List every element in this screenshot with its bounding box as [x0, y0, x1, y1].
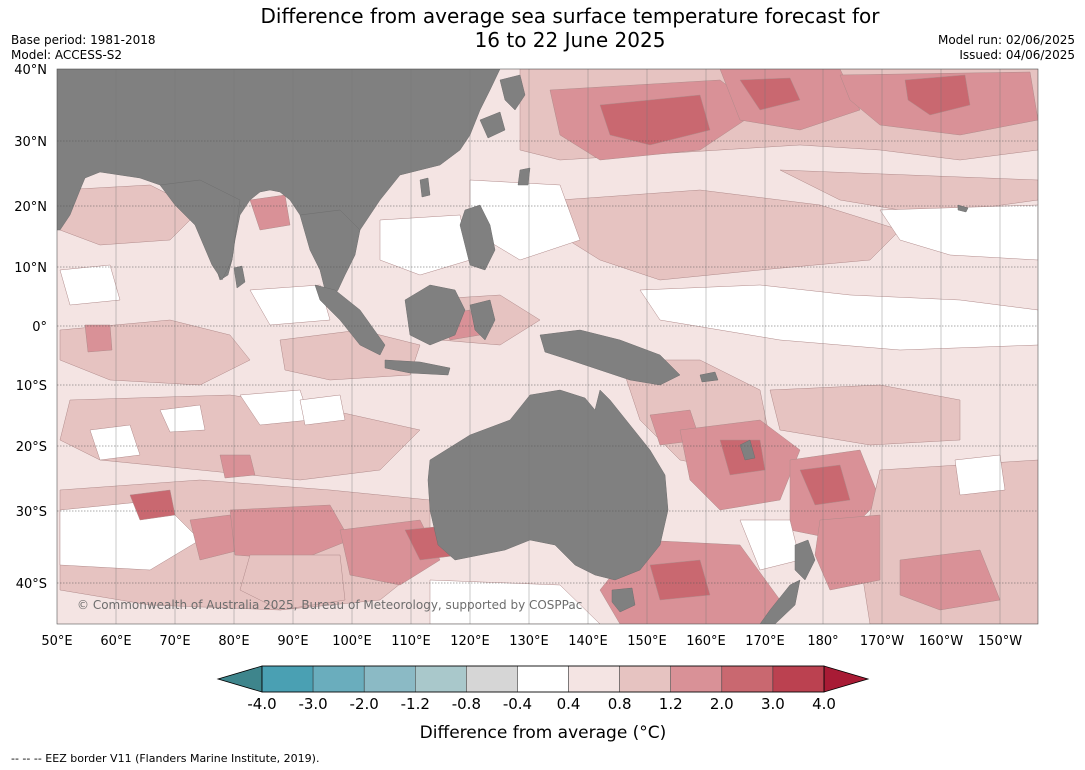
colorbar-swatch — [721, 665, 774, 693]
latitude-label: 30°S — [16, 505, 47, 520]
colorbar-swatch — [415, 665, 467, 693]
latitude-label: 10°N — [14, 261, 47, 276]
colorbar-swatch — [772, 665, 825, 693]
colorbar-frame — [261, 665, 825, 693]
colorbar-swatch — [363, 665, 416, 693]
solomon-islands — [699, 371, 719, 383]
longitude-label: 170°W — [860, 634, 904, 649]
new-caledonia — [739, 439, 756, 461]
latitude-label: 10°S — [16, 379, 47, 394]
japan-south — [479, 111, 506, 139]
longitude-label: 70°E — [159, 634, 190, 649]
graticule — [57, 69, 1038, 624]
colorbar-low-extend — [216, 665, 263, 693]
sri-lanka — [233, 265, 246, 289]
longitude-label: 150°W — [978, 634, 1022, 649]
indochina-landmass — [299, 209, 361, 301]
colorbar-tick-label: 4.0 — [812, 695, 836, 713]
copyright-notice: © Commonwealth of Australia 2025, Bureau… — [77, 598, 582, 612]
australia-landmass — [427, 389, 669, 581]
india-landmass — [159, 179, 241, 281]
colorbar-tick-label: 1.2 — [659, 695, 683, 713]
colorbar-swatch — [261, 665, 314, 693]
title-line-1: Difference from average sea surface temp… — [260, 4, 880, 28]
colorbar-swatch — [670, 665, 723, 693]
latitude-label: 20°S — [16, 440, 47, 455]
longitude-label: 170°E — [745, 634, 785, 649]
map-canvas: © Commonwealth of Australia 2025, Bureau… — [57, 69, 1038, 624]
colorbar: -4.0 -3.0 -2.0 -1.2 -0.8 -0.4 0.4 0.8 1.2 2.0 3.0 4… — [216, 665, 870, 713]
longitude-label: 120°E — [450, 634, 490, 649]
latitude-label: 20°N — [14, 200, 47, 215]
map-title: Difference from average sea surface temp… — [150, 4, 990, 52]
japan-landmass — [499, 74, 526, 111]
colorbar-tick-label: -0.4 — [503, 695, 532, 713]
longitude-label: 100°E — [332, 634, 372, 649]
taiwan — [419, 177, 431, 198]
sumatra — [314, 284, 386, 356]
colorbar-swatch — [312, 665, 365, 693]
anomaly-fields — [59, 69, 1038, 624]
longitude-label: 140°E — [568, 634, 608, 649]
longitude-label: 110°E — [391, 634, 431, 649]
colorbar-tick-label: 2.0 — [710, 695, 734, 713]
colorbar-high-extend — [823, 665, 870, 693]
longitude-label: 160°E — [686, 634, 726, 649]
colorbar-tick-label: -1.2 — [401, 695, 430, 713]
longitude-label: 130°E — [509, 634, 549, 649]
title-line-2: 16 to 22 June 2025 — [474, 28, 666, 52]
colorbar-tick-label: -2.0 — [350, 695, 379, 713]
longitude-label: 160°W — [919, 634, 963, 649]
asia-landmass — [57, 69, 501, 281]
latitude-label: 30°N — [14, 135, 47, 150]
base-period: Base period: 1981-2018 — [11, 33, 156, 47]
tasmania — [611, 587, 636, 613]
new-zealand-south — [759, 579, 801, 624]
latitude-labels: 40°N 30°N 20°N 10°N 0° 10°S 20°S 30°S 40°S — [14, 63, 47, 592]
issue-info: Model run: 02/06/2025 Issued: 04/06/2025 — [938, 33, 1075, 63]
colorbar-tick-label: -3.0 — [298, 695, 327, 713]
okinawa — [517, 167, 531, 186]
latitude-label: 40°N — [14, 63, 47, 78]
land-masses — [57, 69, 969, 624]
issued-date: Issued: 04/06/2025 — [959, 48, 1075, 62]
longitude-label: 80°E — [218, 634, 249, 649]
colorbar-tick-label: -4.0 — [247, 695, 276, 713]
latitude-label: 40°S — [16, 577, 47, 592]
colorbar-swatch — [466, 665, 518, 693]
colorbar-tick-label: -0.8 — [452, 695, 481, 713]
colorbar-swatch — [517, 665, 569, 693]
eez-footnote: -- -- -- EEZ border V11 (Flanders Marine… — [11, 752, 320, 765]
longitude-label: 50°E — [41, 634, 72, 649]
java — [384, 359, 451, 376]
latitude-label: 0° — [32, 320, 47, 335]
hawaii-islands — [957, 204, 969, 213]
map-frame — [56, 68, 1039, 625]
colorbar-tick-label: 0.4 — [557, 695, 581, 713]
longitude-label: 180° — [807, 634, 838, 649]
new-zealand-north — [794, 539, 816, 581]
philippines — [459, 204, 496, 271]
model-run: Model run: 02/06/2025 — [937, 33, 1075, 47]
colorbar-tick-label: 0.8 — [608, 695, 632, 713]
colorbar-swatch — [568, 665, 620, 693]
longitude-label: 90°E — [277, 634, 308, 649]
colorbar-swatch — [619, 665, 671, 693]
longitude-label: 60°E — [100, 634, 131, 649]
borneo — [404, 284, 466, 346]
sst-anomaly-map: © Commonwealth of Australia 2025, Bureau… — [14, 63, 1039, 743]
longitude-label: 150°E — [627, 634, 667, 649]
colorbar-title: Difference from average (°C) — [420, 723, 667, 743]
model-info: Base period: 1981-2018 Model: ACCESS-S2 — [11, 33, 156, 63]
colorbar-tick-label: 3.0 — [761, 695, 785, 713]
model-name: Model: ACCESS-S2 — [11, 48, 123, 62]
longitude-labels: 50°E 60°E 70°E 80°E 90°E 100°E 110°E 120°E 130°E… — [41, 634, 1022, 649]
